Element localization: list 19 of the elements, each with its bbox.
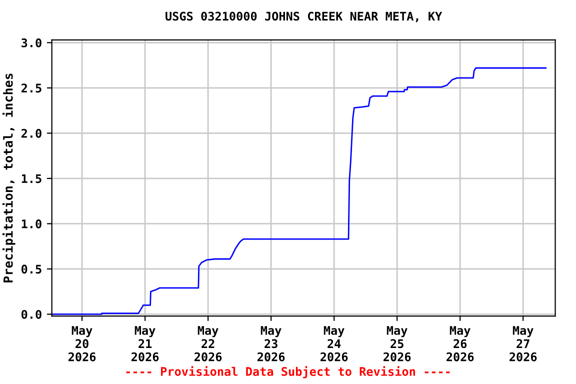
x-tick-label: May 23 2026: [258, 326, 285, 362]
x-tick-label: May 21 2026: [131, 326, 159, 362]
x-tick-label: May 26 2026: [446, 326, 474, 362]
y-tick-label: 2.5: [21, 84, 42, 93]
line-series: [52, 67, 547, 315]
chart-title: USGS 03210000 JOHNS CREEK NEAR META, KY: [166, 12, 442, 22]
x-tick-label: May 22 2026: [194, 326, 222, 362]
x-tick-label: May 25 2026: [384, 326, 411, 362]
text: ---- Provisional Data Subject to Revision ----: [126, 366, 450, 378]
x-tick-label: May 24 2026: [320, 326, 348, 362]
y-tick-label: 1.0: [22, 219, 42, 228]
x-tick-label: May 27 2026: [510, 326, 537, 362]
x-tick-label: May 20 2026: [68, 326, 96, 362]
y-tick-label: 0.0: [22, 310, 42, 319]
y-axis-title: Precipitation, total, inches: [2, 74, 16, 282]
y-tick-label: 2.0: [21, 128, 42, 138]
y-tick-label: 1.5: [22, 174, 42, 184]
y-tick-label: 3.0: [22, 38, 42, 48]
y-tick-label: 0.5: [22, 264, 42, 274]
